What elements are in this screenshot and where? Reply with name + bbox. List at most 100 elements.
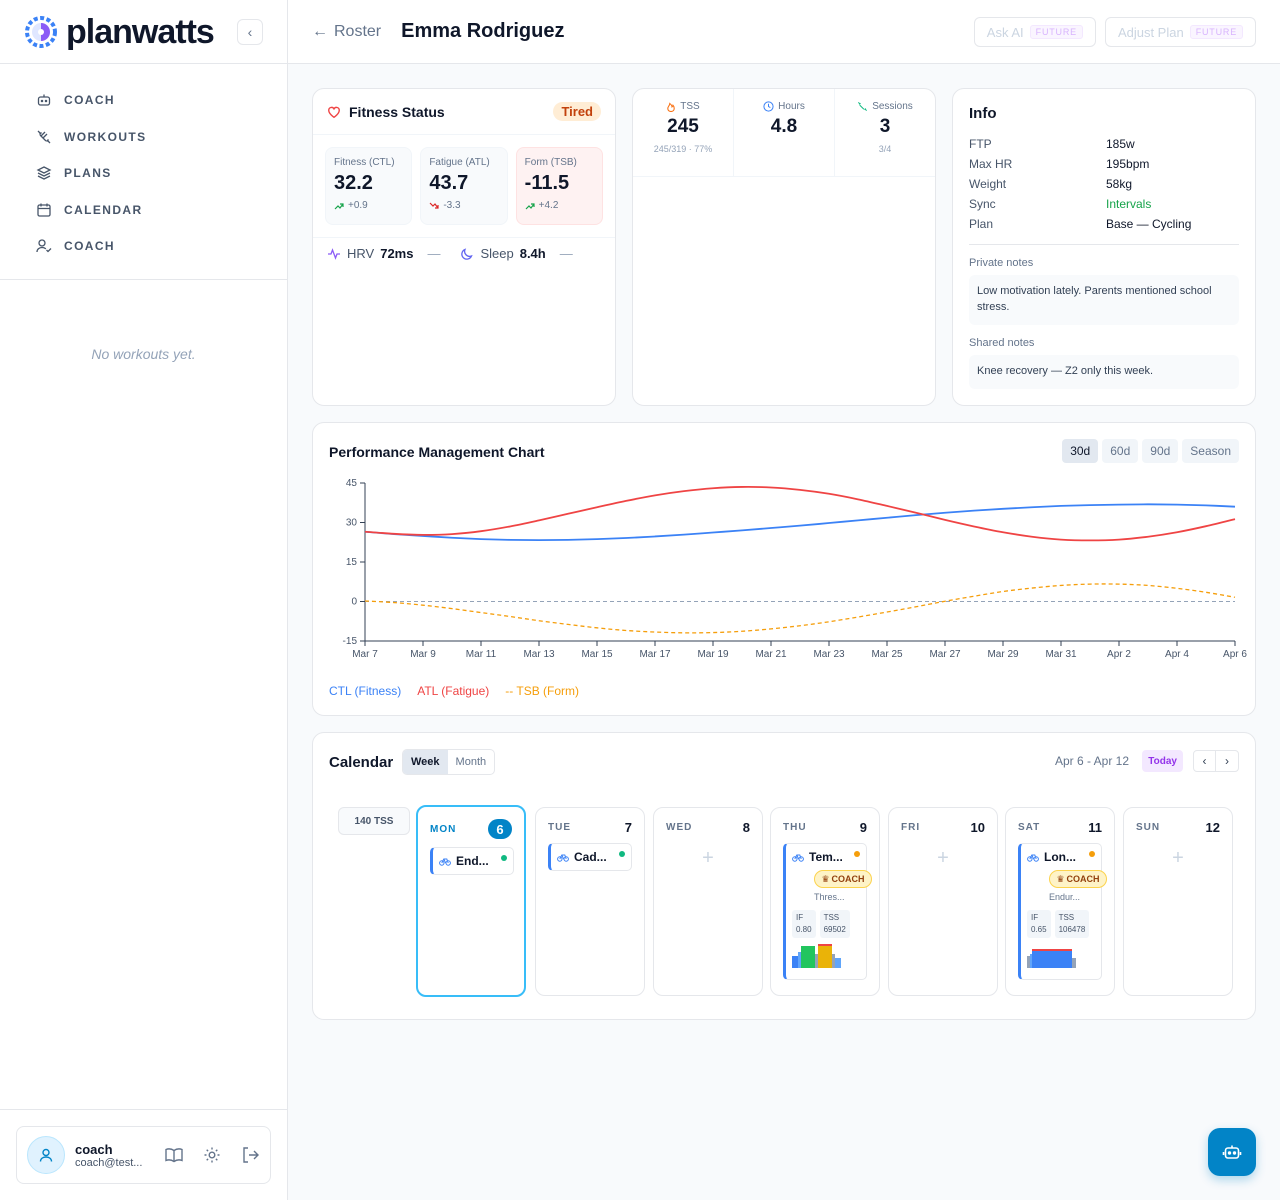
chevron-left-icon[interactable]: ‹ <box>1194 751 1216 771</box>
ask-ai-button[interactable]: Ask AI FUTURE <box>973 17 1096 47</box>
adjust-plan-label: Adjust Plan <box>1117 24 1184 40</box>
user-icon <box>39 1148 53 1162</box>
range-tab-90d[interactable]: 90d <box>1142 439 1179 463</box>
day-sun[interactable]: SUN 12 + <box>1123 807 1233 996</box>
sessions-value: 3 <box>879 116 891 137</box>
add-workout-icon[interactable]: + <box>937 847 949 869</box>
dumbbell-icon <box>37 130 51 144</box>
info-card: Info FTP 185w Max HR 195bpm Weight 58kg Syn… <box>952 88 1256 406</box>
workout-card[interactable]: Tem... ♛ COACH Thres... IF 0.80 TSS 69502 <box>783 843 872 980</box>
hrv-label: HRV <box>347 246 375 261</box>
pulse-icon <box>328 247 340 260</box>
shared-notes[interactable]: Knee recovery — Z2 only this week. <box>969 354 1239 389</box>
range-tab-30d[interactable]: 30d <box>1062 439 1099 463</box>
if-label: IF <box>796 913 804 922</box>
x-tick-label: Mar 21 <box>755 649 787 660</box>
legend-atl[interactable]: ATL (Fatigue) <box>417 684 489 698</box>
info-row-sync: Sync Intervals <box>969 194 1239 214</box>
collapse-sidebar-button[interactable]: ‹ <box>237 19 263 45</box>
x-tick-label: Mar 19 <box>697 649 729 660</box>
sleep-stat: Sleep 8.4h — <box>460 246 573 261</box>
legend-tsb[interactable]: -- TSB (Form) <box>505 684 579 698</box>
tsb-line <box>364 583 1236 634</box>
workout-subtitle: Thres... <box>814 892 845 902</box>
day-tue[interactable]: TUE 7 Cad... <box>535 807 645 996</box>
sidebar-item-calendar[interactable]: CALENDAR <box>0 192 287 229</box>
sidebar-item-coach-profile[interactable]: COACH <box>0 228 287 265</box>
workout-card[interactable]: End... <box>430 847 514 875</box>
info-row-ftp: FTP 185w <box>969 134 1239 154</box>
ai-assistant-button[interactable] <box>1208 1128 1256 1176</box>
day-number: 12 <box>1205 820 1220 835</box>
gear-icon[interactable] <box>202 1145 222 1165</box>
add-workout-icon[interactable]: + <box>702 847 714 869</box>
day-wed[interactable]: WED 8 + <box>653 807 763 996</box>
add-workout-icon[interactable]: + <box>1172 847 1184 869</box>
day-thu[interactable]: THU 9 Tem... ♛ COACH Thres... IF 0.80 TSS 69… <box>770 807 880 996</box>
y-tick-label: -15 <box>343 636 358 647</box>
info-key: Plan <box>969 217 994 231</box>
chart-legend: CTL (Fitness) ATL (Fatigue) -- TSB (Form… <box>329 684 579 698</box>
view-month-button[interactable]: Month <box>455 756 487 768</box>
interval-bar <box>832 954 835 968</box>
x-tick-label: Mar 25 <box>871 649 903 660</box>
workout-name: Tem... <box>809 850 843 864</box>
hours-label-row: Hours <box>734 101 834 112</box>
user-email: coach@test... <box>75 1156 143 1169</box>
private-notes[interactable]: Low motivation lately. Parents mentioned… <box>969 275 1239 325</box>
day-fri[interactable]: FRI 10 + <box>888 807 998 996</box>
atl-line <box>364 486 1236 542</box>
completed-dot <box>619 851 625 857</box>
bike-icon <box>792 854 804 862</box>
x-tick-label: Mar 13 <box>523 649 555 660</box>
y-tick-label: 45 <box>346 478 358 489</box>
tss-label-row: TSS <box>633 101 733 112</box>
sidebar-item-coach[interactable]: COACH <box>0 82 287 119</box>
metric-ctl: Fitness (CTL) 32.2 +0.9 <box>325 147 413 225</box>
hours-label: Hours <box>778 101 805 112</box>
logout-icon[interactable] <box>240 1145 260 1165</box>
info-key: Sync <box>969 197 996 211</box>
view-toggle: Week Month <box>402 749 496 775</box>
legend-ctl[interactable]: CTL (Fitness) <box>329 684 401 698</box>
day-sat[interactable]: SAT 11 Lon... ♛ COACH Endur... IF 0.65 TSS 1… <box>1005 807 1115 996</box>
range-tabs: 30d 60d 90d Season <box>1062 439 1239 463</box>
book-icon[interactable] <box>164 1145 184 1165</box>
metric-value: 43.7 <box>429 172 469 194</box>
range-tab-60d[interactable]: 60d <box>1102 439 1139 463</box>
workout-card[interactable]: Lon... ♛ COACH Endur... IF 0.65 TSS 106478 <box>1018 843 1107 980</box>
adjust-plan-button[interactable]: Adjust Plan FUTURE <box>1104 17 1256 47</box>
day-name: FRI <box>901 822 921 833</box>
chevron-right-icon[interactable]: › <box>1225 754 1229 768</box>
hrv-value: 72ms <box>380 246 414 261</box>
range-tab-season[interactable]: Season <box>1182 439 1239 463</box>
sessions-stat: Sessions 3 3/4 <box>835 89 935 176</box>
workout-profile-chart <box>1027 949 1076 968</box>
metric-label: Form (TSB) <box>524 157 577 168</box>
info-key: FTP <box>969 137 992 151</box>
bike-icon <box>557 854 569 862</box>
pmc-chart: 45 30 15 0 -15 Mar 7 Mar 9 Mar 11 Mar 13 Mar 15 Ma… <box>343 478 1248 660</box>
if-value: 0.80 <box>796 925 812 934</box>
workout-card[interactable]: Cad... <box>548 843 632 871</box>
sidebar-item-workouts[interactable]: WORKOUTS <box>0 119 287 156</box>
day-mon[interactable]: MON 6 End... <box>416 805 526 997</box>
today-button[interactable]: Today <box>1142 750 1183 772</box>
hours-stat: Hours 4.8 <box>734 89 835 176</box>
coach-badge-label: COACH <box>831 874 865 884</box>
crown-icon: ♛ <box>821 873 830 884</box>
moon-icon <box>461 247 474 260</box>
sidebar-nav: COACH WORKOUTS PLANS CALENDAR COACH <box>0 64 287 280</box>
view-week-button[interactable]: Week <box>403 750 448 774</box>
metric-delta: +0.9 <box>334 200 403 211</box>
back-to-roster-link[interactable]: ← Roster <box>312 23 381 41</box>
metric-tsb: Form (TSB) -11.5 +4.2 <box>515 147 603 225</box>
workout-stats: IF 0.65 TSS 106478 <box>1027 910 1097 938</box>
sidebar: planwatts ‹ COACH WORKOUTS PLANS CALENDA… <box>0 0 288 1200</box>
day-name: WED <box>666 822 693 833</box>
layers-icon <box>36 166 52 180</box>
sidebar-item-plans[interactable]: PLANS <box>0 155 287 192</box>
avatar[interactable] <box>27 1136 65 1174</box>
top-bar: ← Roster Emma Rodriguez Ask AI FUTURE Ad… <box>288 0 1280 64</box>
info-value: Intervals <box>1106 197 1152 211</box>
